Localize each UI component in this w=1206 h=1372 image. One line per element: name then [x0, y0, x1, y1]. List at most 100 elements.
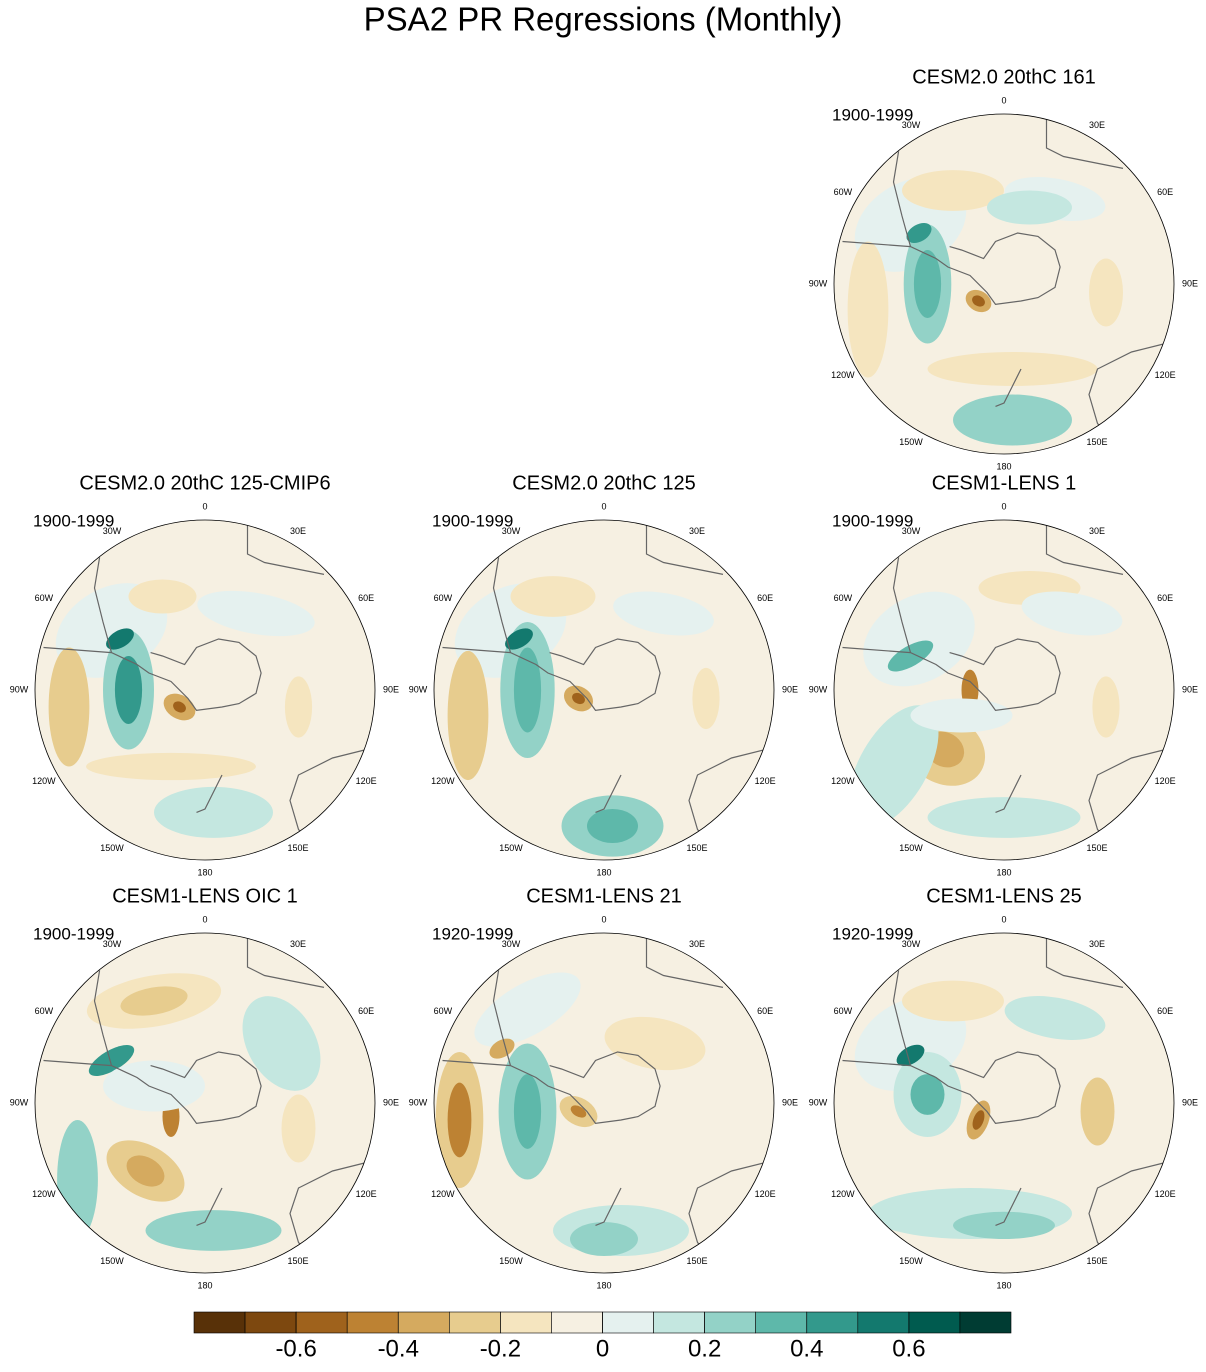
longitude-label: 90E — [383, 1097, 399, 1107]
longitude-label: 120W — [831, 370, 855, 380]
longitude-label: 60W — [434, 1006, 453, 1016]
colorbar-box — [193, 1311, 246, 1334]
panel-title: CESM1-LENS 21 — [526, 885, 682, 907]
colorbar-label: 0.2 — [688, 1335, 721, 1362]
field-contour — [513, 1074, 542, 1149]
longitude-label: 90W — [809, 1097, 828, 1107]
field-contour — [154, 786, 273, 838]
colorbar-box — [295, 1311, 348, 1334]
longitude-label: 90E — [782, 684, 798, 694]
map-panel: CESM2.0 20thC 161 1900-1999 0 30E 60E 90E 120E… — [809, 66, 1198, 471]
longitude-label: 120W — [32, 776, 56, 786]
longitude-label: 60E — [358, 593, 374, 603]
panel-period: 1900-1999 — [432, 511, 513, 530]
longitude-label: 60W — [35, 1006, 54, 1016]
longitude-label: 30W — [103, 939, 122, 949]
longitude-label: 30W — [502, 526, 521, 536]
longitude-label: 90E — [1182, 684, 1198, 694]
map-panel: CESM1-LENS 21 1920-1999 0 30E 60E 90E 120E 150E… — [409, 885, 798, 1290]
longitude-label: 30E — [290, 939, 306, 949]
longitude-label: 60E — [1157, 187, 1173, 197]
longitude-label: 0 — [601, 501, 606, 511]
field-contour — [572, 692, 585, 705]
map-border — [34, 932, 376, 1274]
longitude-label: 150E — [287, 843, 308, 853]
field-contour — [910, 1074, 945, 1115]
longitude-label: 60W — [434, 593, 453, 603]
field — [35, 520, 375, 860]
field-contour — [1021, 591, 1123, 636]
coastline — [842, 117, 1166, 434]
field-contour — [88, 1044, 135, 1077]
coastline — [842, 936, 1166, 1253]
field-contour — [887, 640, 934, 672]
coastline — [43, 523, 367, 840]
longitude-label: 150W — [499, 843, 523, 853]
colorbar-label: -0.4 — [378, 1335, 419, 1362]
field-contour — [1092, 676, 1120, 738]
field-contour — [510, 576, 596, 617]
colorbar-box — [908, 1311, 961, 1334]
field-contour — [474, 972, 581, 1047]
field-contour — [1080, 1077, 1115, 1146]
field — [834, 114, 1174, 454]
longitude-label: 120W — [831, 776, 855, 786]
colorbar-label: 0.6 — [892, 1335, 925, 1362]
longitude-label: 150E — [686, 1256, 707, 1266]
longitude-label: 60E — [358, 1006, 374, 1016]
map-border — [433, 932, 775, 1274]
map-panel: CESM1-LENS OIC 1 1900-1999 0 30E 60E 90E 120E 1… — [10, 885, 399, 1290]
map-border — [833, 519, 1175, 861]
longitude-label: 30E — [1089, 120, 1105, 130]
longitude-label: 180 — [996, 461, 1011, 471]
longitude-label: 60E — [757, 593, 773, 603]
field-contour — [447, 650, 489, 781]
panel-title: CESM1-LENS 25 — [926, 885, 1082, 907]
field-contour — [1089, 258, 1123, 327]
coastline — [442, 523, 766, 840]
field-contour — [953, 1211, 1055, 1239]
longitude-label: 0 — [202, 501, 207, 511]
longitude-label: 30E — [689, 939, 705, 949]
longitude-label: 0 — [202, 914, 207, 924]
longitude-label: 30W — [902, 939, 921, 949]
colorbar-box — [449, 1311, 501, 1334]
colorbar-label: 0.4 — [790, 1335, 823, 1362]
map-panel: CESM2.0 20thC 125 1900-1999 0 30E 60E 90E 120E… — [409, 472, 798, 877]
field-contour — [281, 1094, 316, 1163]
map-panel: CESM1-LENS 1 1900-1999 0 30E 60E 90E 120E 150E 1… — [809, 472, 1198, 877]
longitude-label: 90E — [1182, 1097, 1198, 1107]
map-border — [34, 519, 376, 861]
longitude-label: 90E — [1182, 278, 1198, 288]
field-contour — [570, 1222, 638, 1256]
field-contour — [242, 996, 321, 1091]
colorbar-box — [602, 1311, 654, 1334]
longitude-label: 180 — [596, 867, 611, 877]
panel-period: 1900-1999 — [832, 105, 913, 124]
field — [834, 520, 1174, 860]
panel-title: CESM1-LENS 1 — [932, 472, 1077, 494]
longitude-label: 30W — [902, 526, 921, 536]
colorbar-box — [244, 1311, 297, 1334]
colorbar-label: -0.2 — [480, 1335, 521, 1362]
coastline — [442, 936, 766, 1253]
longitude-label: 120W — [431, 776, 455, 786]
panel-title: CESM2.0 20thC 161 — [912, 66, 1095, 88]
field-contour — [513, 647, 542, 733]
longitude-label: 90W — [809, 278, 828, 288]
field-contour — [1004, 996, 1106, 1040]
field-contour — [913, 250, 942, 318]
field-contour — [604, 1016, 706, 1071]
longitude-label: 60W — [834, 593, 853, 603]
field-contour — [587, 809, 638, 843]
longitude-label: 120E — [356, 776, 377, 786]
longitude-label: 150W — [499, 1256, 523, 1266]
longitude-label: 60W — [834, 1006, 853, 1016]
longitude-label: 120E — [1155, 1189, 1176, 1199]
longitude-label: 120W — [831, 1189, 855, 1199]
map-panel: CESM2.0 20thC 125-CMIP6 1900-1999 0 30E 60E 9… — [10, 472, 399, 877]
field-contour — [570, 1105, 587, 1118]
colorbar-box — [806, 1311, 859, 1334]
field-contour — [692, 667, 720, 730]
